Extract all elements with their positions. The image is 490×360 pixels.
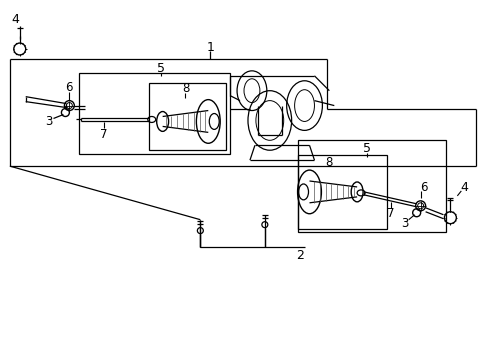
Bar [149,83,226,150]
Text: 3: 3 [45,115,52,128]
Text: 4: 4 [461,181,468,194]
Bar [79,73,230,154]
Text: 5: 5 [363,142,371,155]
Text: 7: 7 [100,128,108,141]
Bar [297,140,446,231]
Text: 2: 2 [295,249,303,262]
Text: 8: 8 [326,156,333,168]
Text: 6: 6 [420,181,427,194]
Text: 7: 7 [387,207,394,220]
Text: 4: 4 [12,13,20,26]
Text: 5: 5 [157,62,165,75]
Text: 1: 1 [206,41,214,54]
Bar [297,155,387,229]
Text: 6: 6 [66,81,73,94]
Text: 3: 3 [401,217,409,230]
Text: 8: 8 [182,82,189,95]
